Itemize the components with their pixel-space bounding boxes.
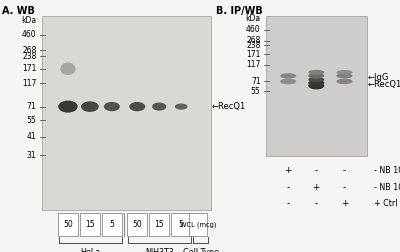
Text: -: - [343,183,346,192]
Bar [42,16,211,210]
Ellipse shape [308,80,324,86]
Text: 268: 268 [246,36,260,45]
Text: Cell Type: Cell Type [183,248,219,252]
Text: 50: 50 [63,220,73,229]
Text: 71: 71 [251,77,260,86]
Text: kDa: kDa [245,14,260,23]
Text: 31: 31 [27,151,36,160]
Text: +: + [341,199,348,208]
Text: -: - [315,199,318,208]
Ellipse shape [104,102,120,111]
Text: -: - [315,166,318,175]
Bar [127,213,147,236]
Ellipse shape [280,73,296,78]
Text: 171: 171 [22,64,36,73]
Text: NIH3T3: NIH3T3 [145,248,174,252]
Text: ←IgG: ←IgG [368,73,389,82]
Text: - NB 100-619 IP: - NB 100-619 IP [374,183,400,192]
Text: 71: 71 [27,102,36,111]
Text: 460: 460 [246,25,260,34]
Bar [171,213,191,236]
Ellipse shape [308,77,324,82]
Text: 5: 5 [110,220,114,229]
Text: - NB 100-618 IP: - NB 100-618 IP [374,166,400,175]
Bar [80,213,100,236]
Ellipse shape [81,101,99,112]
Text: 460: 460 [22,30,36,39]
Bar [58,213,78,236]
Bar [189,213,208,236]
Text: WCL (mcg): WCL (mcg) [180,221,216,228]
Text: 41: 41 [27,132,36,141]
Text: 238: 238 [22,52,36,61]
Ellipse shape [280,78,296,84]
Text: ←RecQ1: ←RecQ1 [368,80,400,89]
Text: A. WB: A. WB [2,6,35,16]
Ellipse shape [175,104,188,110]
Ellipse shape [336,70,352,75]
Text: 55: 55 [27,116,36,125]
Text: +: + [284,166,292,175]
Text: +: + [312,183,320,192]
Text: kDa: kDa [21,16,36,25]
Text: 268: 268 [22,46,36,55]
Text: B. IP/WB: B. IP/WB [216,6,263,16]
Text: -: - [286,183,290,192]
Ellipse shape [336,79,352,84]
Text: 15: 15 [85,220,95,229]
Text: HeLa: HeLa [80,248,101,252]
Ellipse shape [58,101,78,113]
Ellipse shape [152,103,166,111]
Bar [149,213,169,236]
Bar [102,213,122,236]
Ellipse shape [60,62,76,75]
Text: 238: 238 [246,41,260,50]
Ellipse shape [308,82,324,89]
Text: -: - [343,166,346,175]
Text: + Ctrl IgG IP: + Ctrl IgG IP [374,199,400,208]
Ellipse shape [308,70,324,75]
Text: 171: 171 [246,50,260,59]
Text: -: - [286,199,290,208]
Text: 15: 15 [154,220,164,229]
Text: 117: 117 [246,60,260,69]
Text: 50: 50 [132,220,142,229]
Ellipse shape [308,73,324,79]
Text: 55: 55 [251,87,260,96]
Ellipse shape [336,73,352,78]
Ellipse shape [129,102,145,111]
Bar [266,16,366,156]
Text: ←RecQ1: ←RecQ1 [212,102,246,111]
Text: 117: 117 [22,79,36,88]
Text: 5: 5 [179,220,184,229]
